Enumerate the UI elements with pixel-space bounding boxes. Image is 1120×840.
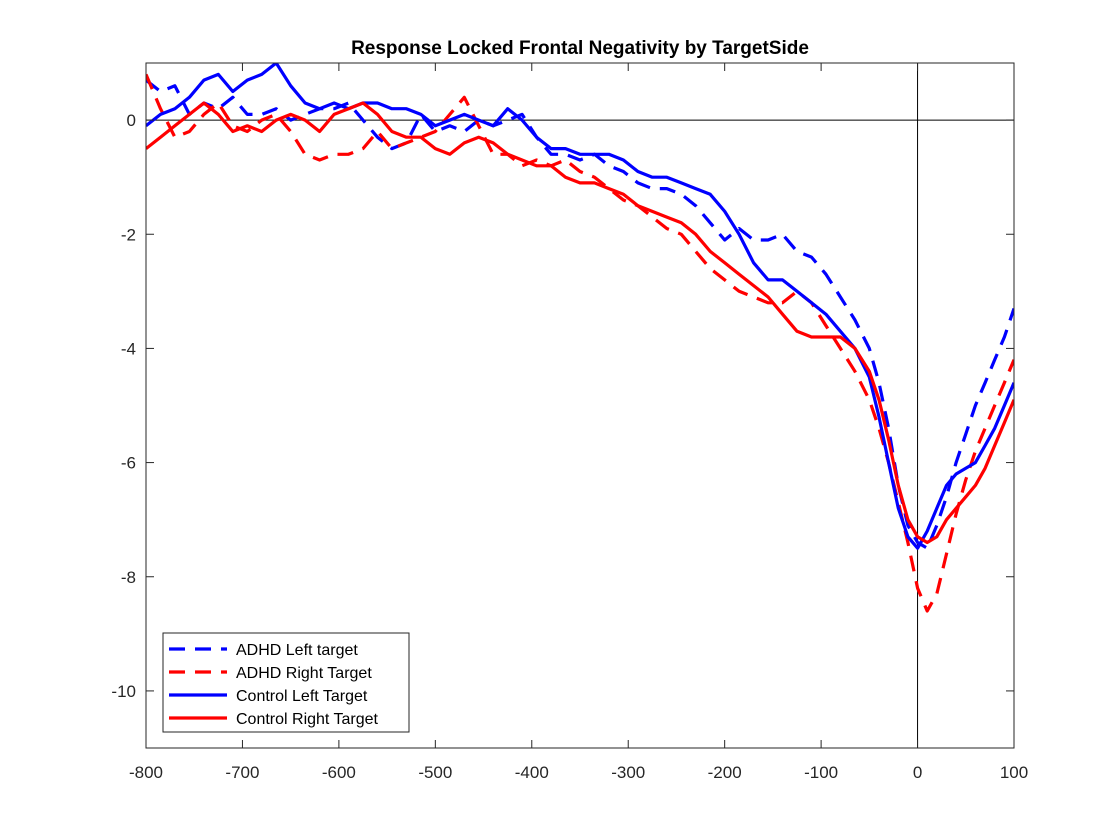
y-tick-label: -10: [111, 682, 136, 701]
x-tick-label: -200: [708, 763, 742, 782]
axis-ticks: -800 -700 -600 -500 -400 -300 -200 -100 0 100 -10 -…: [111, 63, 1028, 782]
legend-label-3: Control Right Target: [236, 711, 379, 728]
y-tick-label: -8: [121, 568, 136, 587]
axes-box: [145, 62, 1015, 749]
chart-title: Response Locked Frontal Negativity by Ta…: [351, 38, 809, 59]
x-tick-label: -300: [611, 763, 645, 782]
x-tick-label: -100: [804, 763, 838, 782]
x-tick-label: -500: [418, 763, 452, 782]
y-tick-label: 0: [127, 111, 136, 130]
x-tick-label: -600: [322, 763, 356, 782]
x-tick-label: 100: [1000, 763, 1028, 782]
series-line-2: [146, 63, 1014, 550]
legend-label-1: ADHD Right Target: [236, 665, 372, 682]
y-tick-label: -2: [121, 225, 136, 244]
series-line-1: [146, 73, 1014, 613]
x-tick-label: -800: [129, 763, 163, 782]
y-tick-label: -6: [121, 454, 136, 473]
legend-label-0: ADHD Left target: [236, 642, 358, 659]
x-tick-label: -400: [515, 763, 549, 782]
legend: ADHD Left target ADHD Right Target Control…: [162, 632, 410, 733]
y-tick-label: -4: [121, 339, 136, 358]
legend-label-2: Control Left Target: [236, 688, 368, 705]
x-tick-label: 0: [913, 763, 922, 782]
x-tick-label: -700: [225, 763, 259, 782]
series-line-3: [146, 101, 1014, 545]
series-lines: [146, 63, 1014, 613]
series-line-0: [146, 78, 1014, 550]
